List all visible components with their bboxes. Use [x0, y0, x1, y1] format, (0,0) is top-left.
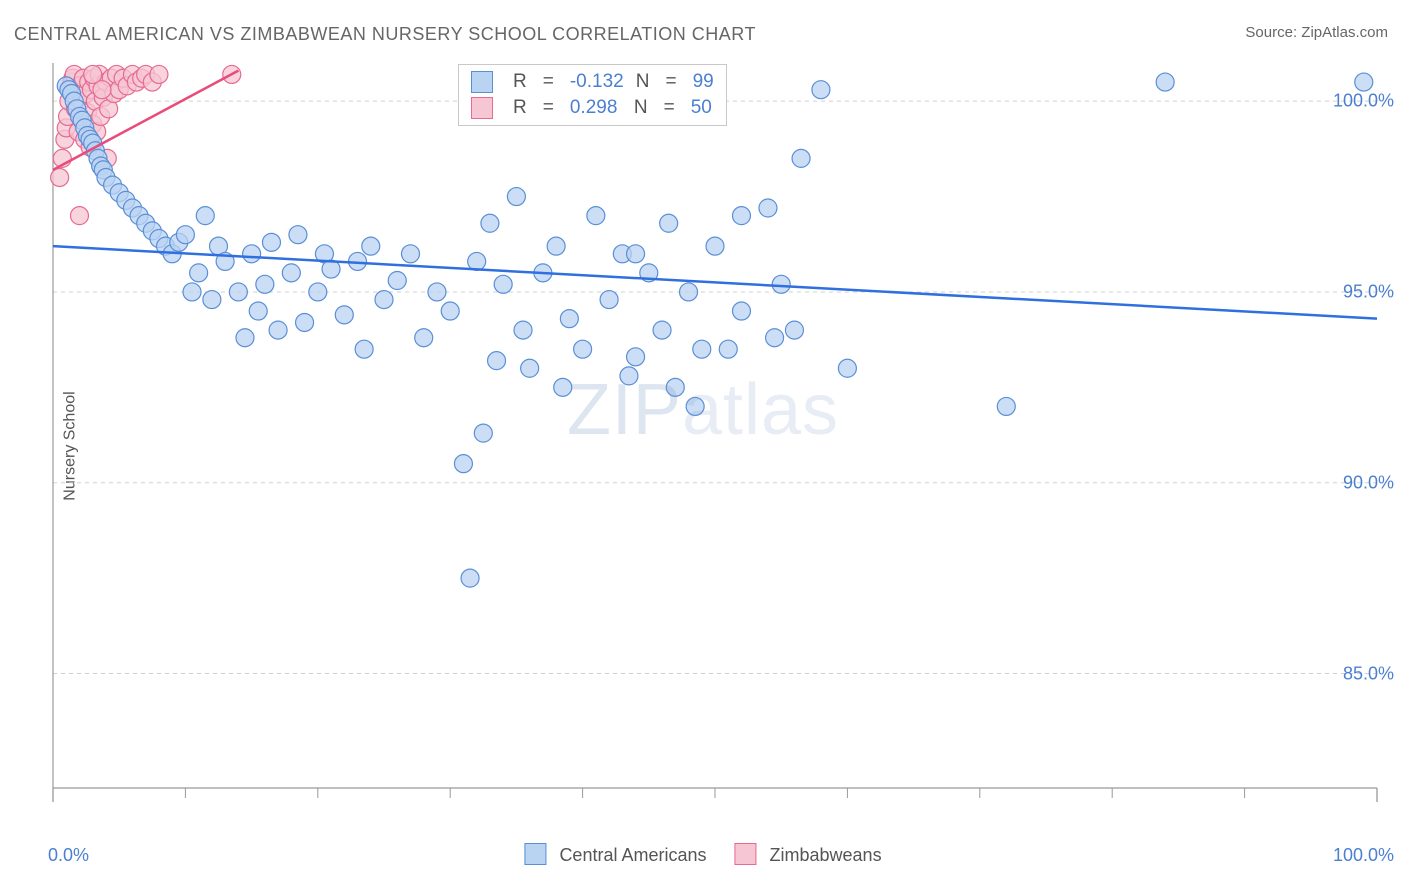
legend-swatch-1 [735, 843, 757, 865]
chart-svg [50, 60, 1380, 830]
legend-item-0: Central Americans [524, 843, 706, 866]
y-tick-label: 100.0% [1333, 91, 1394, 112]
chart-container: CENTRAL AMERICAN VS ZIMBABWEAN NURSERY S… [0, 0, 1406, 892]
stats-N-label: N [636, 71, 650, 93]
stats-row-0: R = -0.132 N = 99 [471, 69, 714, 95]
stats-eq: = [539, 97, 558, 119]
legend-label-0: Central Americans [559, 845, 706, 865]
chart-title: CENTRAL AMERICAN VS ZIMBABWEAN NURSERY S… [14, 24, 756, 45]
source-credit: Source: ZipAtlas.com [1245, 24, 1388, 41]
stats-legend: R = -0.132 N = 99 R = 0.298 N = 50 [458, 64, 727, 126]
x-tick-label: 0.0% [48, 845, 89, 866]
stats-eq: = [661, 71, 680, 93]
stats-R-value-1: 0.298 [570, 97, 622, 119]
legend-swatch-0 [524, 843, 546, 865]
series-legend: Central Americans Zimbabweans [524, 843, 881, 866]
y-tick-label: 95.0% [1343, 281, 1394, 302]
legend-item-1: Zimbabweans [735, 843, 882, 866]
stats-R-value-0: -0.132 [570, 71, 624, 93]
source-label: Source: [1245, 24, 1297, 41]
stats-row-1: R = 0.298 N = 50 [471, 95, 714, 121]
y-tick-label: 85.0% [1343, 663, 1394, 684]
stats-swatch-1 [471, 97, 493, 119]
stats-eq: = [660, 97, 679, 119]
stats-R-label: R [513, 71, 527, 93]
stats-N-value-0: 99 [693, 71, 714, 93]
stats-swatch-0 [471, 71, 493, 93]
source-value: ZipAtlas.com [1301, 24, 1388, 41]
stats-N-label: N [634, 97, 648, 119]
stats-N-value-1: 50 [691, 97, 712, 119]
legend-label-1: Zimbabweans [770, 845, 882, 865]
stats-eq: = [539, 71, 558, 93]
y-tick-label: 90.0% [1343, 472, 1394, 493]
plot-area [50, 60, 1380, 830]
stats-R-label: R [513, 97, 527, 119]
x-tick-label: 100.0% [1333, 845, 1394, 866]
